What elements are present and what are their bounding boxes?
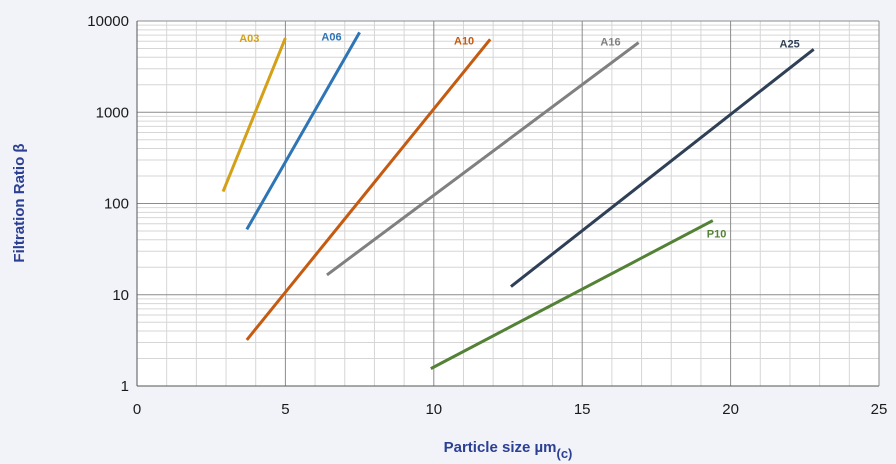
series-line-p10 — [430, 219, 714, 370]
series-lines — [221, 31, 815, 370]
x-tick-label: 25 — [871, 401, 888, 418]
series-label-a25: A25 — [780, 38, 800, 50]
series-line-a10 — [245, 38, 492, 341]
series-line-a03 — [221, 37, 287, 193]
series-line-a06 — [245, 31, 361, 231]
x-axis-title-text: Particle size µm — [444, 439, 557, 456]
x-tick-label: 5 — [281, 401, 289, 418]
series-line-a16 — [326, 41, 640, 277]
x-axis-title-subscript: (c) — [556, 446, 572, 461]
y-tick-label: 1 — [121, 378, 129, 395]
y-tick-label: 10000 — [87, 13, 129, 30]
series-label-a06: A06 — [321, 31, 341, 43]
y-tick-label: 10 — [112, 287, 129, 304]
x-tick-label: 20 — [722, 401, 739, 418]
series-line-a25 — [510, 48, 815, 288]
series-label-a10: A10 — [454, 35, 474, 47]
x-tick-label: 15 — [574, 401, 591, 418]
y-tick-label: 100 — [104, 196, 129, 213]
series-labels: A03 A06 A10 A16 A25 P10 — [239, 31, 799, 240]
y-axis-title: Filtration Ratio β — [11, 143, 28, 262]
series-label-p10: P10 — [707, 229, 727, 241]
series-label-a16: A16 — [600, 37, 620, 49]
x-tick-label: 10 — [425, 401, 442, 418]
x-axis-title: Particle size µm(c) — [444, 439, 573, 461]
y-tick-label: 1000 — [96, 104, 129, 121]
tick-labels: 0 5 10 15 20 25 1 10 100 1000 10000 — [87, 13, 887, 418]
axes — [136, 21, 880, 387]
series-label-a03: A03 — [239, 33, 259, 45]
x-tick-label: 0 — [133, 401, 141, 418]
